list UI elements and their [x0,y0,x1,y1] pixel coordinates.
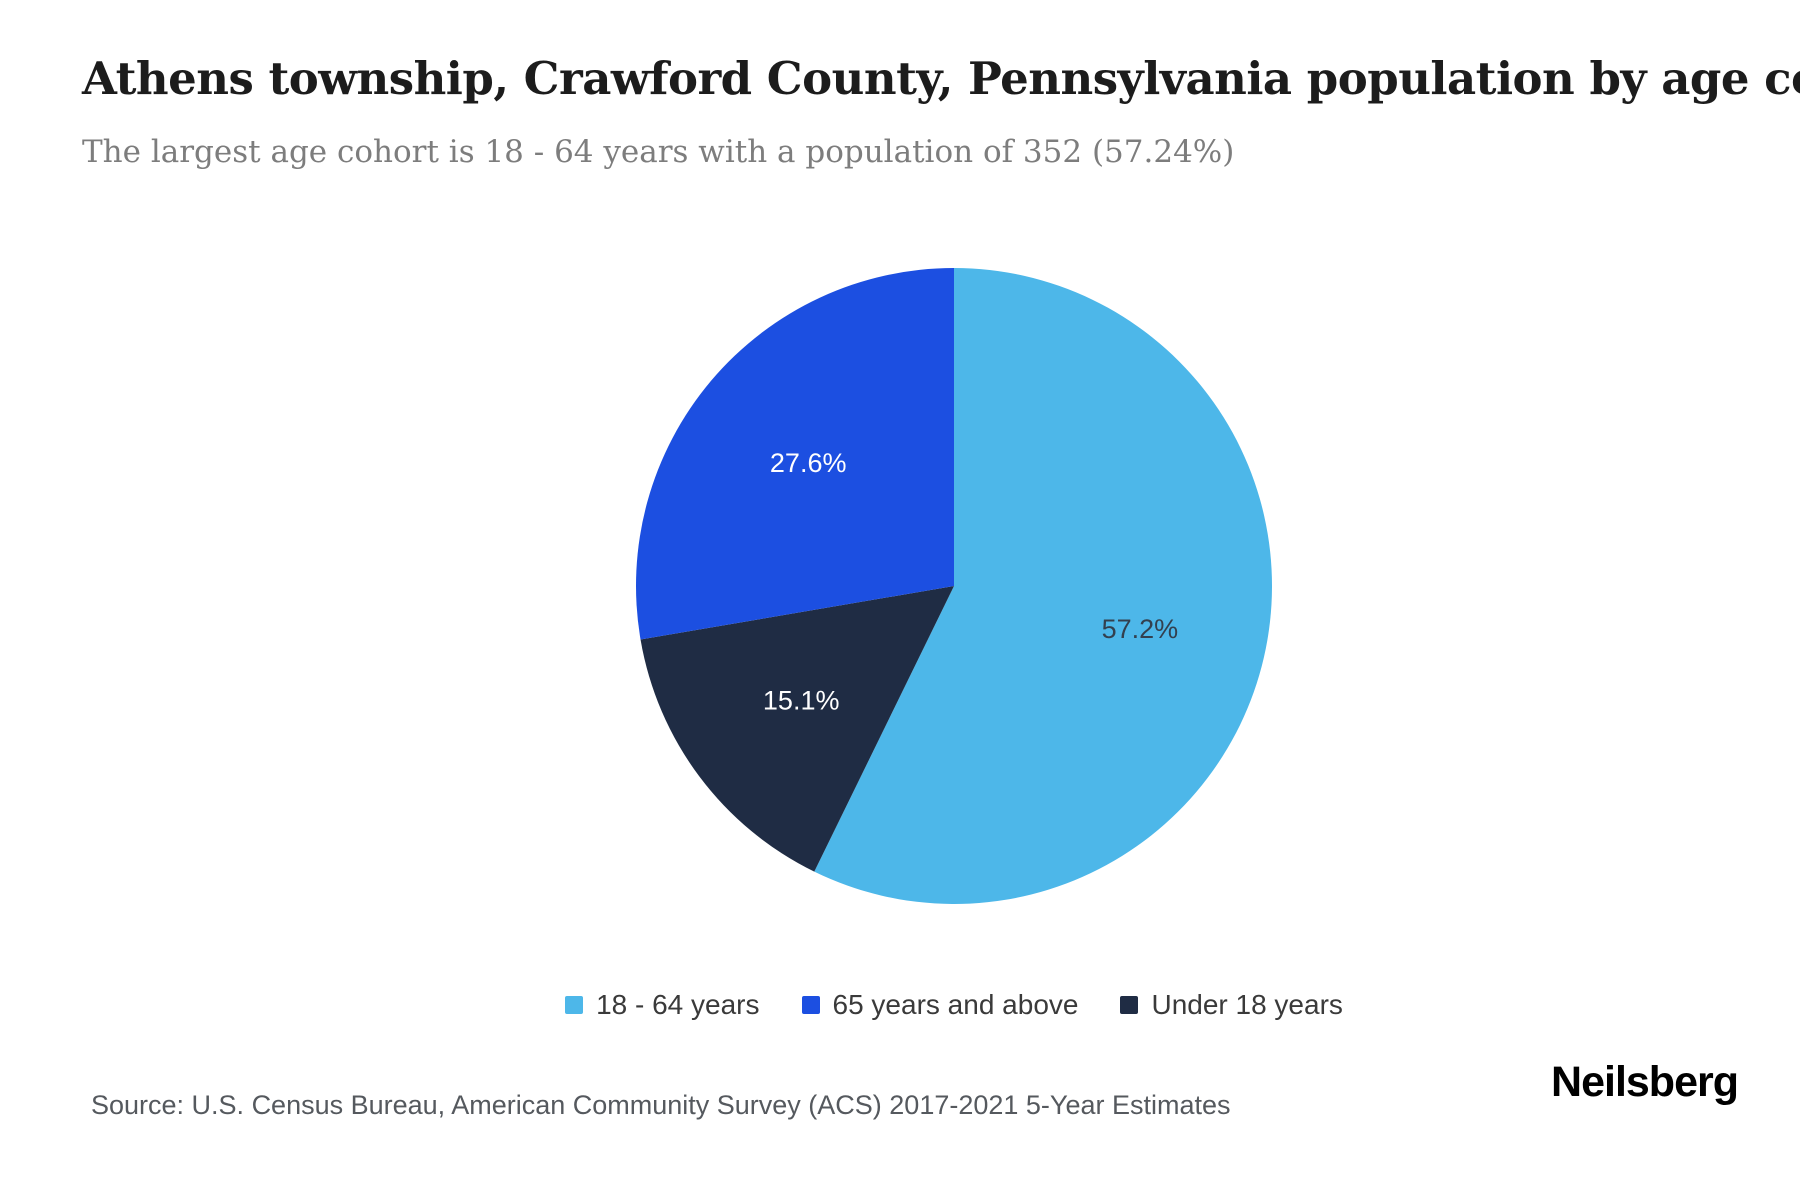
pie-chart-svg: 57.2% 15.1% 27.6% [635,268,1273,905]
page-subtitle: The largest age cohort is 18 - 64 years … [82,134,1235,170]
legend-item-label: 65 years and above [832,989,1079,1020]
source-note: Source: U.S. Census Bureau, American Com… [91,1090,1231,1120]
pie-slice-label: 57.2% [1102,614,1179,644]
pie-slice-label: 27.6% [770,448,847,478]
legend-swatch [1120,996,1139,1014]
pie-slice-label: 15.1% [763,685,840,715]
pie-slice-65-years-and-above[interactable] [635,268,954,640]
pie-slice-18-64-years[interactable] [814,268,1273,905]
legend-item[interactable]: 65 years and above [801,989,1079,1021]
legend-item-label: Under 18 years [1151,989,1343,1020]
legend-swatch [565,996,584,1014]
legend-item-label: 18 - 64 years [596,989,760,1020]
legend: 18 - 64 years 65 years and above Under 18 … [354,985,1554,1025]
legend-item[interactable]: Under 18 years [1120,989,1343,1021]
page-title: Athens township, Crawford County, Pennsy… [82,52,1800,105]
brand-logo: Neilsberg [1551,1058,1739,1106]
legend-item[interactable]: 18 - 64 years [565,989,760,1021]
legend-swatch [801,996,820,1014]
pie-slice-under-18-years[interactable] [640,586,954,872]
